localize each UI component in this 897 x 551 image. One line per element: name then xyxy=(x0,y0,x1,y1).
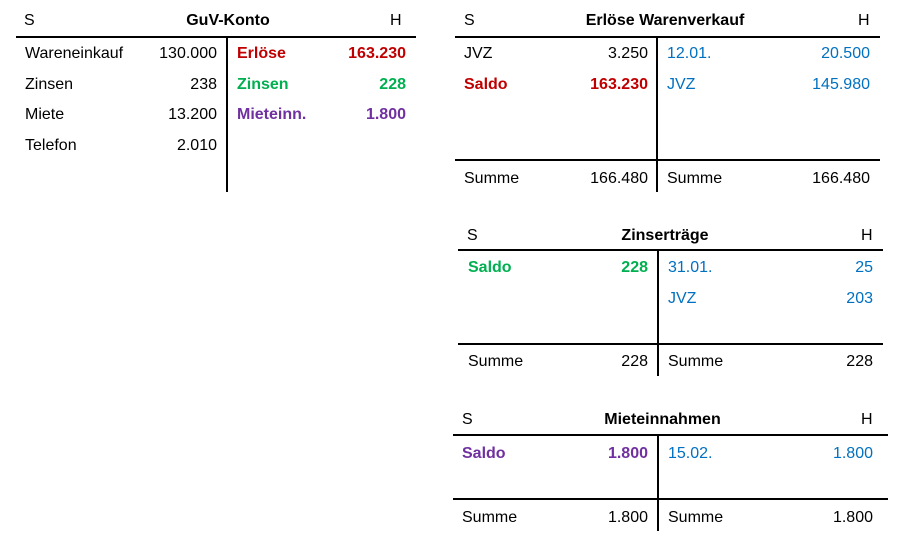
miete-title: Mieteinnahmen xyxy=(604,411,721,428)
erloese-right-label: JVZ xyxy=(667,76,696,93)
erloese-sum-left-label: Summe xyxy=(464,170,520,187)
zins-left-label: Saldo xyxy=(468,259,512,276)
guv-right-value: 163.230 xyxy=(348,45,406,62)
erloese-center-line xyxy=(656,37,658,192)
guv-credit-header: H xyxy=(390,12,402,29)
erloese-left-label: JVZ xyxy=(464,45,493,62)
guv-left-value: 130.000 xyxy=(159,45,217,62)
zins-sum-right-label: Summe xyxy=(668,353,724,370)
miete-sum-line xyxy=(453,498,888,500)
zins-debit-header: S xyxy=(467,227,478,244)
erloese-title: Erlöse Warenverkauf xyxy=(585,12,745,29)
zinsertraege-account: S Zinserträge H Saldo 228 31.01. 25 JVZ … xyxy=(458,227,883,376)
erloese-sum-line xyxy=(455,159,880,161)
zins-credit-header: H xyxy=(861,227,873,244)
miete-credit-header: H xyxy=(861,411,873,428)
guv-left-label: Zinsen xyxy=(25,76,74,93)
guv-right-value: 228 xyxy=(379,76,406,93)
miete-sum-right-label: Summe xyxy=(668,509,724,526)
miete-center-line xyxy=(657,435,659,531)
zins-title: Zinserträge xyxy=(621,227,709,244)
erloese-left-value: 3.250 xyxy=(607,45,648,62)
miete-header-line xyxy=(453,434,888,436)
guv-right-label: Mieteinn. xyxy=(237,106,307,123)
zins-sum-line xyxy=(458,343,883,345)
zins-sum-left-value: 228 xyxy=(621,353,648,370)
miete-sum-left-value: 1.800 xyxy=(607,509,648,526)
miete-right-value: 1.800 xyxy=(832,445,873,462)
guv-left-label: Wareneinkauf xyxy=(25,45,124,62)
guv-right-label: Zinsen xyxy=(237,76,289,93)
zins-header-line xyxy=(458,249,883,251)
miete-sum-left-label: Summe xyxy=(462,509,518,526)
zins-right-value: 203 xyxy=(846,290,873,307)
guv-left-value: 2.010 xyxy=(176,137,217,154)
guv-center-line xyxy=(226,37,228,192)
zins-right-label: JVZ xyxy=(668,290,697,307)
miete-left-value: 1.800 xyxy=(607,445,648,462)
miete-left-label: Saldo xyxy=(462,445,506,462)
miete-debit-header: S xyxy=(462,411,473,428)
zins-center-line xyxy=(657,250,659,376)
erloese-sum-right-label: Summe xyxy=(667,170,723,187)
erloese-header-line xyxy=(455,36,880,38)
guv-left-label: Telefon xyxy=(25,137,77,154)
guv-debit-header: S xyxy=(24,12,35,29)
guv-right-value: 1.800 xyxy=(365,106,406,123)
erloese-left-label: Saldo xyxy=(464,76,508,93)
zins-sum-right-value: 228 xyxy=(846,353,873,370)
guv-left-value: 238 xyxy=(190,76,217,93)
zins-left-value: 228 xyxy=(621,259,648,276)
miete-right-label: 15.02. xyxy=(668,445,713,462)
erloese-credit-header: H xyxy=(858,12,870,29)
erloese-warenverkauf-account: S Erlöse Warenverkauf H JVZ 3.250 Saldo … xyxy=(0,0,897,200)
guv-konto-account: S GuV-Konto H Wareneinkauf 130.000 Zinse… xyxy=(0,0,420,200)
erloese-sum-left-value: 166.480 xyxy=(590,170,648,187)
guv-header-line xyxy=(16,36,416,38)
erloese-right-value: 145.980 xyxy=(812,76,870,93)
guv-left-value: 13.200 xyxy=(168,106,217,123)
erloese-left-value: 163.230 xyxy=(590,76,648,93)
guv-right-label: Erlöse xyxy=(237,45,286,62)
zins-sum-left-label: Summe xyxy=(468,353,524,370)
miete-sum-right-value: 1.800 xyxy=(832,509,873,526)
erloese-right-value: 20.500 xyxy=(821,45,870,62)
guv-title: GuV-Konto xyxy=(186,12,270,29)
guv-left-label: Miete xyxy=(25,106,65,123)
erloese-sum-right-value: 166.480 xyxy=(812,170,870,187)
erloese-debit-header: S xyxy=(464,12,475,29)
erloese-right-label: 12.01. xyxy=(667,45,712,62)
zins-right-value: 25 xyxy=(855,259,873,276)
zins-right-label: 31.01. xyxy=(668,259,713,276)
